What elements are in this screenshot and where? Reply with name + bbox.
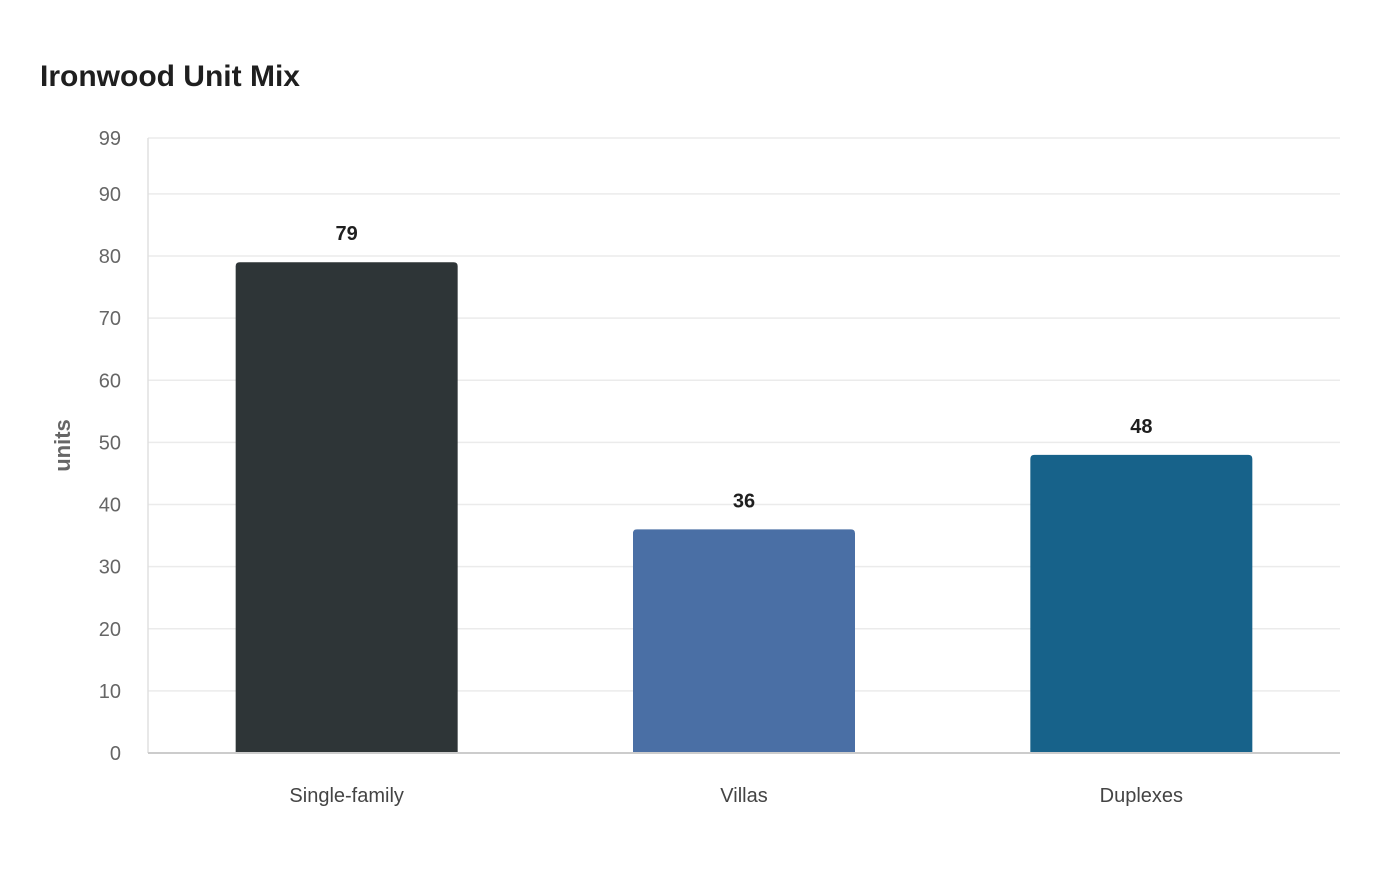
bars [235, 262, 1253, 753]
y-tick-label: 60 [99, 370, 121, 392]
bar-duplexes [1030, 454, 1253, 753]
y-axis-ticks: 0 10 20 30 40 50 60 70 80 90 99 [99, 128, 121, 765]
y-axis-title: units [50, 419, 75, 472]
y-tick-label: 30 [99, 557, 121, 579]
data-label: 79 [336, 223, 358, 245]
x-axis-categories: Single-family Villas Duplexes [289, 785, 1183, 807]
x-category-label: Single-family [289, 785, 403, 807]
y-tick-label: 90 [99, 184, 121, 206]
x-category-label: Duplexes [1100, 785, 1183, 807]
y-tick-label: 20 [99, 619, 121, 641]
chart-title: Ironwood Unit Mix [40, 60, 300, 93]
y-tick-label: 50 [99, 432, 121, 454]
y-tick-label: 40 [99, 495, 121, 517]
y-tick-label: 10 [99, 681, 121, 703]
x-category-label: Villas [720, 785, 767, 807]
data-label: 36 [733, 490, 755, 512]
y-tick-label: 70 [99, 308, 121, 330]
y-tick-label: 80 [99, 246, 121, 268]
bar-villas [633, 529, 855, 753]
data-labels: 79 36 48 [336, 223, 1153, 512]
y-tick-label: 0 [110, 743, 121, 765]
bar-single-family [235, 262, 458, 753]
y-tick-label: 99 [99, 128, 121, 150]
data-label: 48 [1130, 416, 1152, 438]
